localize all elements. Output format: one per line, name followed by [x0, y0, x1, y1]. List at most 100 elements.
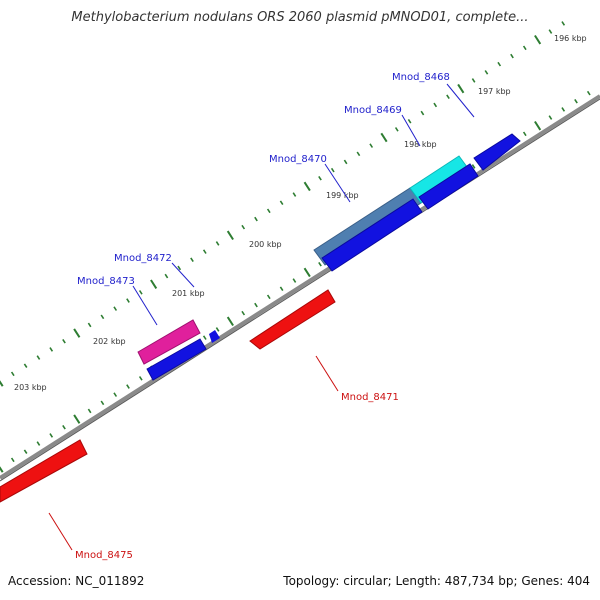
tick-row-inner-tick — [49, 433, 54, 438]
tick-row-outer-tick — [177, 265, 182, 271]
tick-row-outer-tick — [369, 143, 374, 148]
tick-row-outer-tick — [226, 230, 234, 241]
tick-row-inner-tick — [561, 107, 566, 112]
gene-bar-mnod-8475[interactable] — [0, 439, 88, 503]
tick-row-outer-tick — [356, 151, 361, 157]
backbone-line — [0, 94, 600, 480]
tick-row-outer-tick — [164, 273, 169, 279]
tick-row-outer-tick — [446, 94, 450, 100]
gene-bar-mnod-8471[interactable] — [249, 289, 336, 350]
tick-row-outer-tick — [318, 175, 322, 181]
tick-row-inner-tick — [318, 261, 322, 267]
tick-row-outer-tick — [343, 159, 348, 165]
tick-row-outer-tick — [548, 29, 553, 34]
tick-row-outer-tick — [303, 181, 311, 192]
tick-row-outer-tick — [497, 61, 502, 67]
summary-text: Topology: circular; Length: 487,734 bp; … — [283, 574, 590, 588]
tick-row-inner-tick — [126, 384, 130, 389]
leader-mnod-8473 — [132, 285, 158, 326]
tick-row-outer-tick — [457, 83, 465, 94]
tick-row-outer-tick — [215, 241, 220, 246]
tick-row-outer-tick — [100, 314, 105, 320]
gene-label-mnod-8473[interactable]: Mnod_8473 — [77, 276, 135, 287]
map-title: Methylobacterium nodulans ORS 2060 plasm… — [71, 10, 529, 25]
gene-bar-mnod-8472[interactable] — [137, 319, 201, 365]
tick-row-outer-tick — [190, 257, 194, 263]
leader-mnod-8470 — [324, 163, 351, 203]
tick-row-inner-tick — [548, 115, 553, 120]
gene-label-mnod-8471[interactable]: Mnod_8471 — [341, 392, 399, 403]
tick-row-outer-tick — [330, 167, 335, 173]
tick-label-196: 196 kbp — [554, 34, 587, 43]
tick-row-outer-tick — [279, 200, 284, 206]
tick-row-inner-tick — [36, 441, 41, 446]
leader-mnod-8475 — [48, 512, 73, 551]
tick-label-198: 198 kbp — [404, 140, 437, 149]
tick-row-outer-tick — [73, 328, 81, 338]
tick-row-outer-tick — [62, 338, 66, 344]
tick-row-outer-tick — [420, 110, 425, 116]
tick-row-outer-tick — [534, 34, 542, 45]
tick-row-outer-tick — [10, 371, 15, 377]
tick-row-outer-tick — [0, 380, 4, 387]
gene-label-mnod-8469[interactable]: Mnod_8469 — [344, 105, 402, 116]
cds-arrow-2[interactable] — [418, 163, 479, 210]
tick-row-outer-tick — [138, 290, 143, 295]
tick-row-outer-tick — [23, 363, 28, 368]
tick-label-201: 201 kbp — [172, 289, 205, 298]
tick-row-inner-tick — [226, 316, 234, 327]
tick-row-outer-tick — [150, 279, 158, 289]
leader-mnod-8471 — [315, 355, 339, 392]
gene-label-mnod-8470[interactable]: Mnod_8470 — [269, 154, 327, 165]
tick-row-outer-tick — [202, 249, 207, 254]
tick-row-outer-tick — [484, 70, 489, 75]
tick-label-199: 199 kbp — [326, 191, 359, 200]
tick-row-inner-tick — [586, 90, 591, 96]
tick-row-inner-tick — [215, 327, 220, 332]
leader-mnod-8472 — [171, 262, 195, 288]
tick-row-outer-tick — [49, 347, 54, 352]
tick-label-202: 202 kbp — [93, 337, 126, 346]
tick-row-outer-tick — [36, 355, 41, 360]
cds-arrow-1[interactable] — [321, 198, 423, 272]
tick-row-inner-tick — [266, 294, 271, 300]
tick-row-inner-tick — [292, 278, 297, 283]
gene-label-mnod-8472[interactable]: Mnod_8472 — [114, 253, 172, 264]
tick-row-inner-tick — [73, 414, 81, 424]
tick-label-200: 200 kbp — [249, 240, 282, 249]
gene-label-mnod-8468[interactable]: Mnod_8468 — [392, 72, 450, 83]
accession-text: Accession: NC_011892 — [8, 574, 145, 588]
tick-row-inner-tick — [138, 376, 143, 381]
tick-row-outer-tick — [87, 322, 92, 328]
tick-row-outer-tick — [394, 127, 399, 132]
tick-row-outer-tick — [266, 208, 271, 214]
cds-arrow-3[interactable] — [473, 133, 521, 171]
tick-row-outer-tick — [471, 78, 476, 83]
tick-row-inner-tick — [303, 267, 311, 278]
tick-row-inner-tick — [241, 310, 246, 316]
tick-label-203: 203 kbp — [14, 383, 47, 392]
tick-label-197: 197 kbp — [478, 87, 511, 96]
tick-row-inner-tick — [279, 286, 284, 292]
tick-row-inner-tick — [0, 466, 4, 473]
tick-row-outer-tick — [407, 118, 412, 124]
backbone-shadow — [0, 98, 600, 482]
tick-row-outer-tick — [380, 132, 388, 143]
gene-label-mnod-8475[interactable]: Mnod_8475 — [75, 550, 133, 561]
tick-row-inner-tick — [254, 302, 258, 308]
tick-row-inner-tick — [574, 98, 578, 104]
tick-row-inner-tick — [113, 392, 118, 397]
tick-row-inner-tick — [202, 335, 207, 340]
tick-row-outer-tick — [522, 45, 527, 51]
leader-mnod-8469 — [401, 114, 421, 147]
tick-row-inner-tick — [100, 400, 105, 406]
cds-arrow-4[interactable] — [146, 338, 207, 381]
tick-row-outer-tick — [561, 21, 566, 26]
tick-row-outer-tick — [433, 102, 438, 108]
tick-row-inner-tick — [87, 408, 92, 414]
cds-arrow-5[interactable] — [209, 330, 220, 343]
tick-row-outer-tick — [292, 192, 297, 197]
tick-row-inner-tick — [23, 449, 28, 454]
tick-row-inner-tick — [522, 131, 527, 137]
